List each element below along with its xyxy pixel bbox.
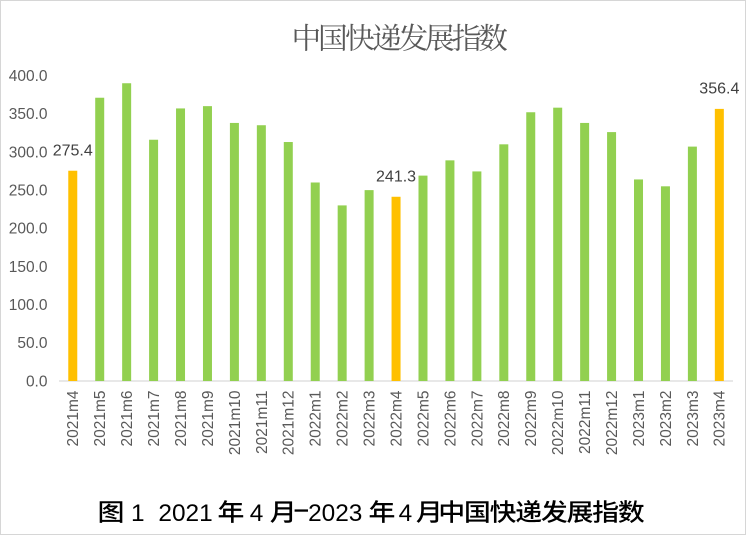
svg-text:2023m2: 2023m2 [658,391,675,447]
svg-text:2022m6: 2022m6 [442,391,459,447]
svg-text:2021m7: 2021m7 [146,391,163,447]
svg-text:2023m1: 2023m1 [631,391,648,447]
svg-text:2021m5: 2021m5 [92,391,109,447]
svg-text:2023: 2023 [308,500,362,527]
svg-text:2022m2: 2022m2 [335,391,352,447]
svg-text:2022m11: 2022m11 [577,391,594,454]
svg-text:50.0: 50.0 [17,335,48,352]
svg-text:2022m4: 2022m4 [388,390,405,446]
svg-text:2022m3: 2022m3 [362,391,379,447]
svg-text:100.0: 100.0 [9,297,48,314]
svg-text:2021m6: 2021m6 [119,391,136,447]
svg-text:2021m11: 2021m11 [254,391,271,454]
svg-text:2023m3: 2023m3 [685,391,702,447]
svg-text:241.3: 241.3 [376,168,416,185]
svg-text:200.0: 200.0 [9,221,48,238]
svg-text:2022m1: 2022m1 [308,391,325,447]
svg-text:4: 4 [399,500,413,527]
svg-text:2023m4: 2023m4 [712,390,729,446]
svg-text:4: 4 [250,500,264,527]
svg-text:2022m9: 2022m9 [523,391,540,447]
svg-text:2021m12: 2021m12 [281,391,298,456]
svg-text:2022m7: 2022m7 [469,391,486,447]
svg-text:275.4: 275.4 [53,142,93,159]
svg-text:2022m10: 2022m10 [550,390,567,455]
svg-text:2021m9: 2021m9 [200,391,217,447]
svg-text:2022m8: 2022m8 [496,391,513,447]
svg-text:356.4: 356.4 [699,81,739,98]
svg-text:1: 1 [131,500,145,527]
svg-text:250.0: 250.0 [9,183,48,200]
svg-text:2022m5: 2022m5 [415,391,432,447]
svg-text:350.0: 350.0 [9,106,48,123]
svg-text:400.0: 400.0 [9,68,48,85]
svg-text:2021: 2021 [158,500,212,527]
svg-text:2021m8: 2021m8 [173,391,190,447]
svg-text:150.0: 150.0 [9,259,48,276]
svg-text:2022m12: 2022m12 [604,391,621,456]
svg-text:2021m10: 2021m10 [227,390,244,455]
svg-text:300.0: 300.0 [9,144,48,161]
svg-text:0.0: 0.0 [26,373,48,390]
svg-text:2021m4: 2021m4 [65,390,82,446]
